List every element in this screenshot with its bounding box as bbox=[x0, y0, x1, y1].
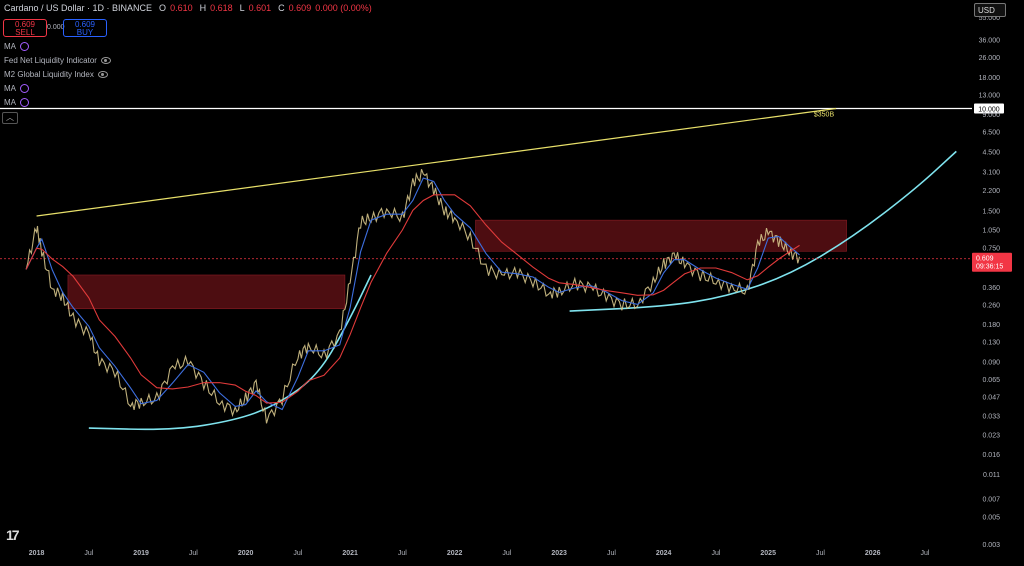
resistance-zone bbox=[67, 274, 346, 310]
high-label: H bbox=[199, 3, 207, 13]
y-tick-label: 6.500 bbox=[982, 130, 1000, 137]
x-tick-label: Jul bbox=[711, 550, 720, 557]
indicator-label: MA bbox=[4, 42, 16, 51]
y-tick-label: 0.007 bbox=[982, 497, 1000, 504]
eye-icon[interactable] bbox=[97, 71, 108, 78]
x-tick-label: 2023 bbox=[551, 550, 567, 557]
y-tick-label: 0.016 bbox=[982, 452, 1000, 459]
x-tick-label: Jul bbox=[502, 550, 511, 557]
y-tick-label: 1.500 bbox=[982, 208, 1000, 215]
tradingview-logo: 17 bbox=[6, 527, 20, 543]
y-tick-label: 26.000 bbox=[979, 55, 1001, 62]
x-tick-label: 2026 bbox=[865, 550, 881, 557]
settings-icon[interactable] bbox=[20, 84, 29, 93]
x-tick-label: 2021 bbox=[342, 550, 358, 557]
y-tick-label: 0.065 bbox=[982, 377, 1000, 384]
x-tick-label: Jul bbox=[84, 550, 93, 557]
indicator-label: MA bbox=[4, 98, 16, 107]
y-tick-label: 0.090 bbox=[982, 359, 1000, 366]
last-price-label: 0.609 bbox=[976, 256, 994, 263]
ma-fast-line bbox=[25, 177, 800, 411]
ma-slow-line bbox=[25, 194, 800, 404]
x-tick-label: Jul bbox=[920, 550, 929, 557]
y-tick-label: 0.360 bbox=[982, 285, 1000, 292]
indicator-m2-liquidity[interactable]: M2 Global Liquidity Index bbox=[4, 70, 108, 79]
resistance-zones bbox=[67, 219, 847, 310]
buy-label: BUY bbox=[76, 28, 94, 37]
x-tick-label: 2019 bbox=[133, 550, 149, 557]
y-tick-label: 55.000 bbox=[979, 15, 1001, 22]
x-tick-label: 2024 bbox=[656, 550, 672, 557]
y-tick-label: 9.000 bbox=[982, 112, 1000, 119]
chevron-up-icon[interactable]: ︿ bbox=[2, 112, 18, 124]
support-curve bbox=[569, 150, 957, 312]
y-tick-label: 3.100 bbox=[982, 169, 1000, 176]
eye-icon[interactable] bbox=[100, 57, 111, 64]
x-tick-label: Jul bbox=[816, 550, 825, 557]
x-tick-label: Jul bbox=[293, 550, 302, 557]
last-price-box bbox=[972, 252, 1012, 272]
open-label: O bbox=[159, 3, 167, 13]
level-label: 10.000 bbox=[978, 106, 1000, 113]
indicator-label: Fed Net Liquidity Indicator bbox=[4, 56, 97, 65]
x-tick-label: 2018 bbox=[29, 550, 45, 557]
y-tick-label: 0.047 bbox=[982, 394, 1000, 401]
target-label: $350B bbox=[814, 111, 835, 118]
close-value: 0.609 bbox=[288, 3, 312, 13]
price-series bbox=[25, 169, 801, 424]
y-tick-label: 18.000 bbox=[979, 75, 1001, 82]
spread-value: 0.000 bbox=[47, 24, 65, 31]
y-tick-label: 0.023 bbox=[982, 433, 1000, 440]
x-tick-label: 2025 bbox=[760, 550, 776, 557]
symbol-title[interactable]: Cardano / US Dollar · 1D · BINANCE bbox=[4, 3, 153, 13]
settings-icon[interactable] bbox=[20, 98, 29, 107]
high-value: 0.618 bbox=[210, 3, 233, 13]
indicator-label: M2 Global Liquidity Index bbox=[4, 70, 94, 79]
low-label: L bbox=[239, 3, 245, 13]
y-tick-label: 2.200 bbox=[982, 188, 1000, 195]
change-value: 0.000 (0.00%) bbox=[315, 3, 372, 13]
y-tick-label: 0.011 bbox=[983, 472, 1000, 479]
y-tick-label: 0.003 bbox=[982, 542, 1000, 549]
y-tick-label: 0.005 bbox=[982, 515, 1000, 522]
close-label: C bbox=[278, 3, 285, 13]
y-tick-label: 0.260 bbox=[982, 302, 1000, 309]
indicator-fed-net-liquidity[interactable]: Fed Net Liquidity Indicator bbox=[4, 56, 111, 65]
indicator-ma-3[interactable]: MA bbox=[4, 98, 29, 107]
time-axis: 2018 Jul 2019 Jul 2020 Jul 2021 Jul 2022 Jul 2023 J… bbox=[29, 550, 930, 557]
x-tick-label: 2022 bbox=[447, 550, 463, 557]
level-label-box bbox=[974, 103, 1004, 114]
resistance-zone bbox=[475, 219, 847, 252]
currency-button[interactable]: USD bbox=[974, 3, 1006, 17]
y-tick-label: 0.033 bbox=[982, 413, 1000, 420]
x-tick-label: Jul bbox=[607, 550, 616, 557]
y-tick-label: 0.180 bbox=[982, 322, 1000, 329]
sell-price: 0.609 bbox=[14, 20, 36, 29]
y-tick-label: 4.500 bbox=[982, 149, 1000, 156]
trend-line bbox=[36, 107, 837, 217]
indicator-ma-2[interactable]: MA bbox=[4, 84, 29, 93]
y-tick-label: 1.050 bbox=[982, 227, 1000, 234]
sell-label: SELL bbox=[15, 28, 35, 37]
buy-price: 0.609 bbox=[74, 20, 96, 29]
low-value: 0.601 bbox=[248, 3, 272, 13]
x-tick-label: 2020 bbox=[238, 550, 254, 557]
indicator-ma-1[interactable]: MA bbox=[4, 42, 29, 51]
symbol-legend: Cardano / US Dollar · 1D · BINANCE O 0.61… bbox=[4, 3, 372, 13]
indicator-label: MA bbox=[4, 84, 16, 93]
sell-button[interactable]: 0.609 SELL bbox=[3, 19, 47, 37]
y-tick-label: 13.000 bbox=[979, 92, 1001, 99]
x-tick-label: Jul bbox=[398, 550, 407, 557]
y-tick-label: 0.750 bbox=[982, 246, 1000, 253]
buy-button[interactable]: 0.609 BUY bbox=[63, 19, 107, 37]
price-axis: 55.000 36.000 26.000 18.000 13.000 9.000 6.500… bbox=[979, 15, 1001, 549]
open-value: 0.610 bbox=[170, 3, 193, 13]
countdown-label: 09:36:15 bbox=[976, 264, 1003, 271]
x-tick-label: Jul bbox=[189, 550, 198, 557]
y-tick-label: 0.130 bbox=[982, 340, 1000, 347]
y-tick-label: 36.000 bbox=[979, 38, 1001, 45]
settings-icon[interactable] bbox=[20, 42, 29, 51]
